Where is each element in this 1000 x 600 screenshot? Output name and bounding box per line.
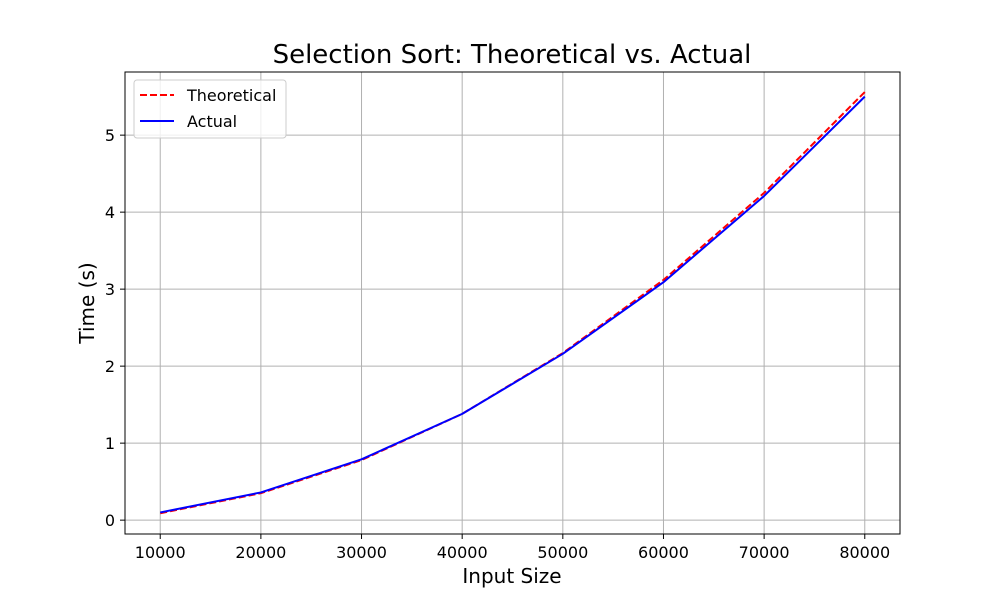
- y-tick-label: 5: [105, 126, 115, 145]
- y-tick-label: 3: [105, 280, 115, 299]
- x-tick-label: 70000: [739, 543, 790, 562]
- legend: Theoretical Actual: [133, 79, 287, 139]
- tick-layer: 10000 20000 30000 40000 50000 60000 70000 80000…: [105, 126, 890, 562]
- x-tick-label: 40000: [437, 543, 488, 562]
- x-tick-label: 80000: [839, 543, 890, 562]
- x-axis-label: Input Size: [462, 564, 561, 588]
- series-layer: [160, 91, 866, 515]
- chart-title: Selection Sort: Theoretical vs. Actual: [273, 40, 752, 70]
- y-axis-label: Time (s): [75, 262, 99, 344]
- plot-frame: [124, 71, 901, 535]
- legend-label-theoretical: Theoretical: [186, 86, 276, 105]
- y-tick-label: 1: [105, 434, 115, 453]
- series-line-actual: [160, 95, 866, 514]
- x-tick-label: 10000: [135, 543, 186, 562]
- x-tick-label: 50000: [537, 543, 588, 562]
- grid-layer: [125, 72, 900, 534]
- y-tick-label: 2: [105, 357, 115, 376]
- x-tick-label: 60000: [638, 543, 689, 562]
- legend-label-actual: Actual: [187, 112, 237, 131]
- x-tick-label: 30000: [336, 543, 387, 562]
- x-tick-label: 20000: [235, 543, 286, 562]
- y-tick-label: 4: [105, 203, 115, 222]
- y-tick-label: 0: [105, 511, 115, 530]
